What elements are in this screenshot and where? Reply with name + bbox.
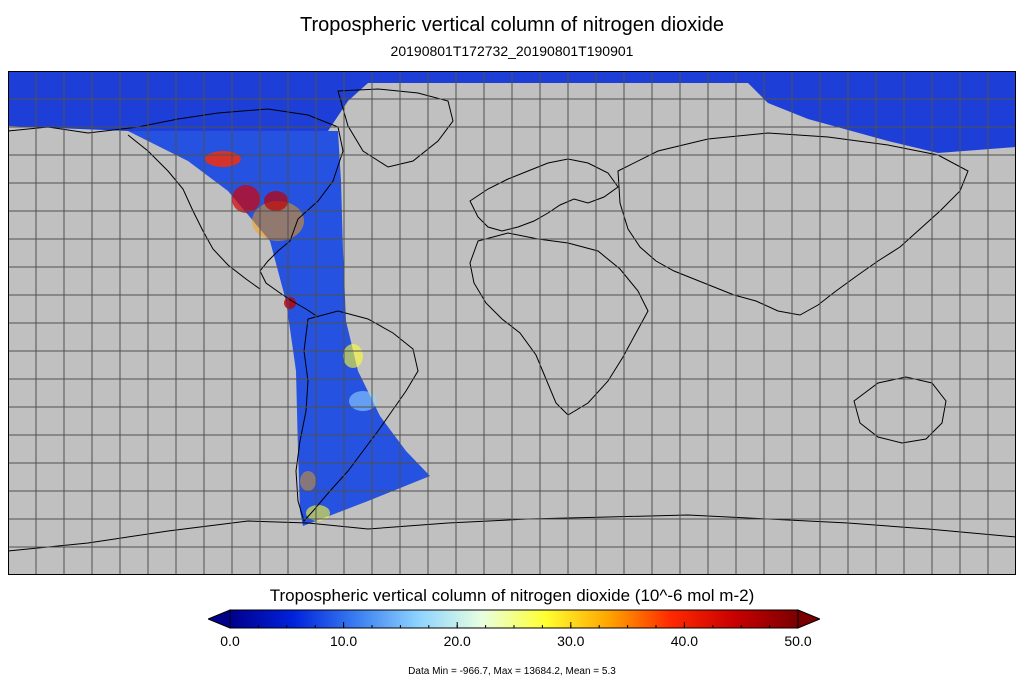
swath-americas [128, 131, 430, 526]
hotspot-mexico [284, 297, 296, 309]
coastlines [8, 88, 1016, 552]
data-stats: Data Min = -966.7, Max = 13684.2, Mean =… [408, 666, 616, 677]
hotspot-patagonia [300, 471, 316, 491]
hotspot-south-america-b [349, 391, 377, 411]
colorbar-tick-label: 20.0 [443, 633, 471, 649]
coast-antarctica [8, 514, 1016, 552]
coast-greenland [337, 88, 454, 168]
hotspot-chile [306, 505, 330, 521]
colorbar-tick-label: 10.0 [329, 633, 358, 649]
colorbar-tick-label: 30.0 [557, 633, 585, 649]
hotspot-south-america-a [343, 344, 363, 368]
colorbar-extend-min [208, 609, 231, 629]
lat-lon-grid [8, 71, 1016, 575]
colorbar-tick-label: 0.0 [220, 633, 240, 649]
map-frame [8, 71, 1016, 575]
hotspot-central-canada [205, 151, 241, 167]
map-subtitle: 20190801T172732_20190801T190901 [390, 43, 634, 59]
coast-north-america [8, 108, 344, 318]
hotspot-great-plains [232, 185, 260, 213]
coast-asia [617, 132, 969, 316]
world-map[interactable] [8, 71, 1016, 575]
map-title: Tropospheric vertical column of nitrogen… [300, 14, 724, 36]
colorbar-title: Tropospheric vertical column of nitrogen… [269, 586, 755, 605]
colorbar-extend-max [797, 609, 820, 629]
coast-africa [469, 232, 649, 416]
coast-north-america-west [127, 134, 261, 290]
colorbar-ticks [229, 622, 799, 628]
colorbar [208, 609, 820, 629]
hotspot-great-lakes [264, 191, 288, 211]
colorbar-tick-label: 50.0 [784, 633, 812, 649]
colorbar-tick-label: 40.0 [670, 633, 699, 649]
